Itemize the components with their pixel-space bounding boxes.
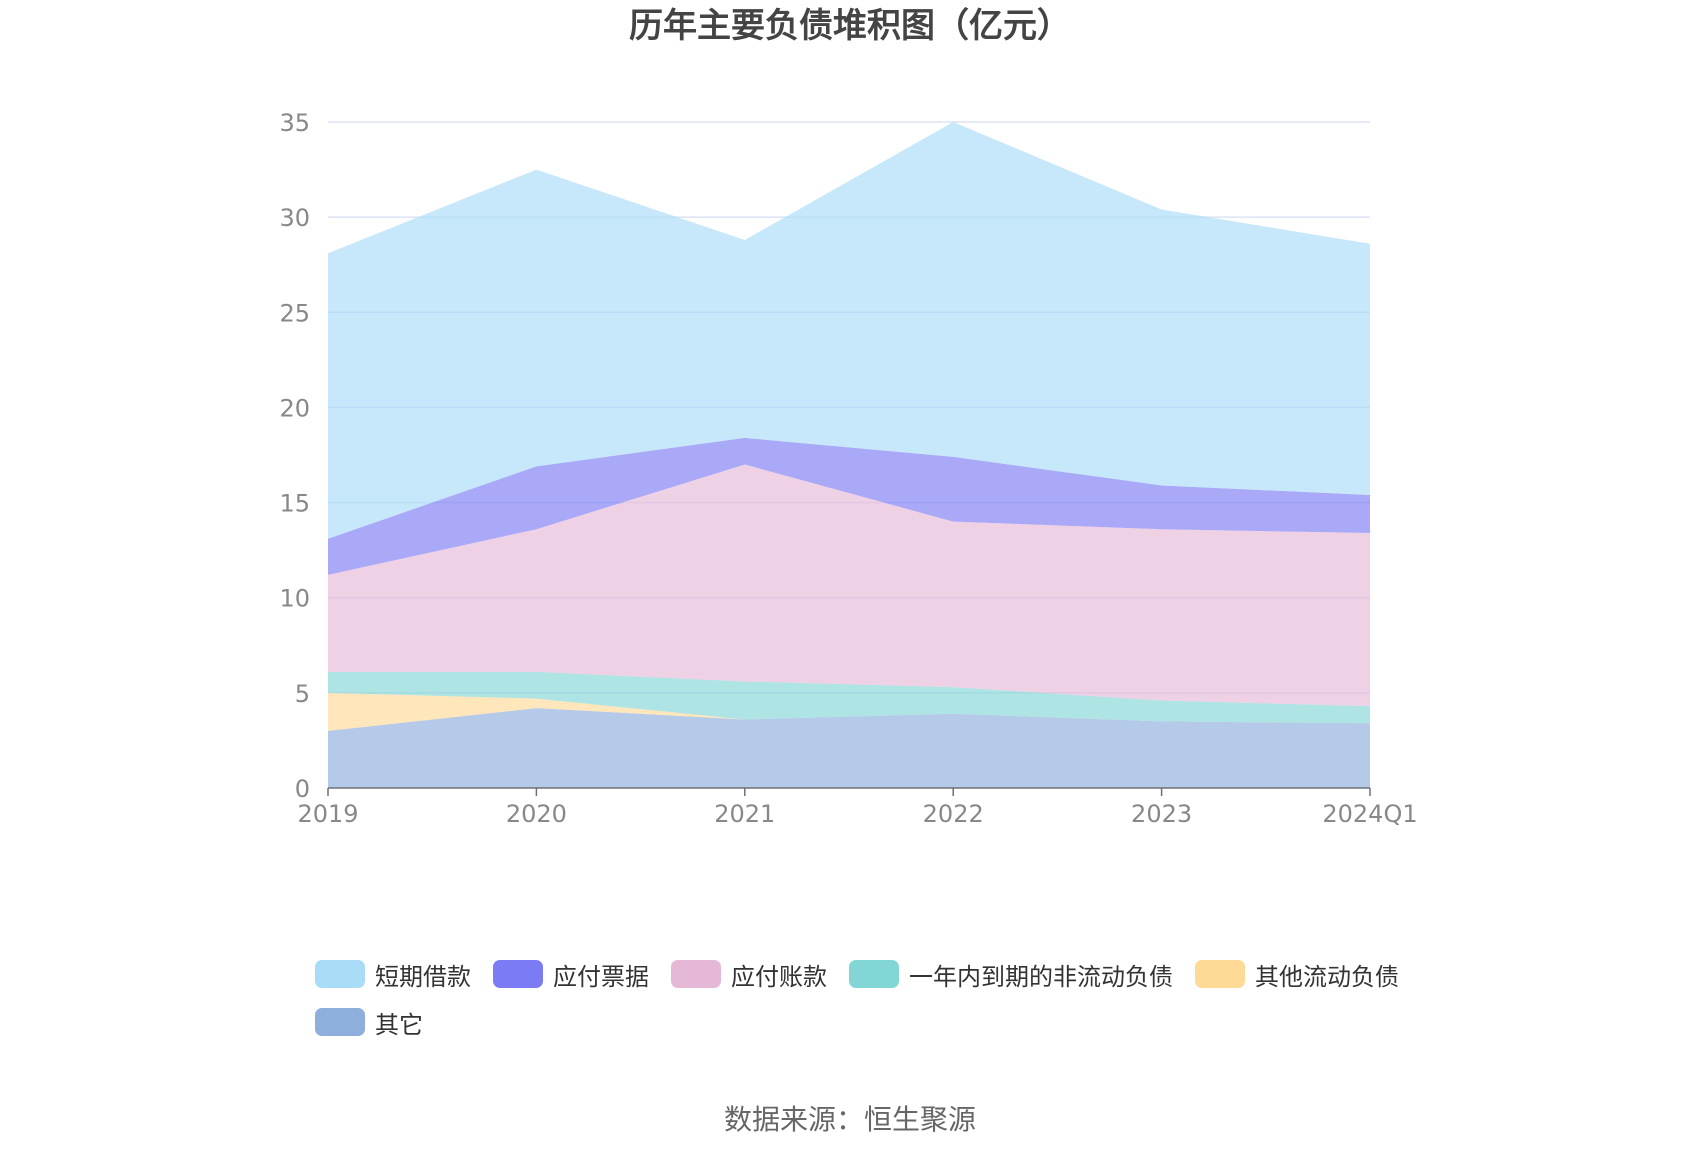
area-短期借款[interactable] [328, 122, 1370, 539]
y-tick-label: 30 [279, 204, 310, 232]
area-一年内到期的非流动负债[interactable] [328, 671, 1370, 724]
legend-item-notes-payable[interactable]: 应付票据 [493, 957, 649, 992]
legend-row-1: 短期借款 应付票据 应付账款 一年内到期的非流动负债 其他流动负债 [315, 950, 1465, 998]
legend-label: 其他流动负债 [1255, 962, 1399, 991]
y-tick-label: 25 [279, 299, 310, 327]
area-应付票据[interactable] [328, 437, 1370, 575]
area-series[interactable] [328, 122, 1370, 788]
legend-label: 短期借款 [375, 962, 471, 991]
chart-title: 历年主要负债堆积图（亿元） [629, 6, 1071, 46]
legend-item-other[interactable]: 其它 [315, 1005, 423, 1040]
legend-label: 一年内到期的非流动负债 [909, 962, 1173, 991]
x-tick-label: 2019 [297, 800, 358, 828]
legend-item-other-current-liabilities[interactable]: 其他流动负债 [1195, 957, 1399, 992]
y-tick-label: 15 [279, 490, 310, 518]
x-tick-label: 2020 [506, 800, 567, 828]
y-tick-label: 35 [279, 109, 310, 137]
area-其它[interactable] [328, 708, 1370, 788]
area-应付账款[interactable] [328, 464, 1370, 707]
legend-item-accounts-payable[interactable]: 应付账款 [671, 957, 827, 992]
legend-swatch [671, 960, 721, 988]
legend-item-current-noncurrent-liabilities[interactable]: 一年内到期的非流动负债 [849, 957, 1173, 992]
legend-swatch [1195, 960, 1245, 988]
legend-label: 应付账款 [731, 962, 827, 991]
y-tick-label: 10 [279, 585, 310, 613]
legend-swatch [493, 960, 543, 988]
legend-swatch [849, 960, 899, 988]
data-source-note: 数据来源：恒生聚源 [723, 1103, 976, 1136]
y-tick-label: 5 [295, 680, 310, 708]
x-tick-label: 2024Q1 [1322, 800, 1417, 828]
legend-label: 应付票据 [553, 962, 649, 991]
legend-swatch [315, 1008, 365, 1036]
x-tick-label: 2022 [923, 800, 984, 828]
legend: 短期借款 应付票据 应付账款 一年内到期的非流动负债 其他流动负债 其它 [315, 950, 1465, 1046]
x-tick-label: 2023 [1131, 800, 1192, 828]
legend-row-2: 其它 [315, 998, 1465, 1046]
y-tick-label: 20 [279, 394, 310, 422]
legend-label: 其它 [375, 1010, 423, 1039]
legend-swatch [315, 960, 365, 988]
x-tick-label: 2021 [714, 800, 775, 828]
area-其他流动负债[interactable] [328, 692, 1370, 731]
axes: 0 5 10 15 20 25 30 35 2019 2020 2021 2022 2023 2024Q1 [279, 109, 1417, 828]
legend-item-short-term-loans[interactable]: 短期借款 [315, 957, 471, 992]
y-tick-label: 0 [295, 775, 310, 803]
